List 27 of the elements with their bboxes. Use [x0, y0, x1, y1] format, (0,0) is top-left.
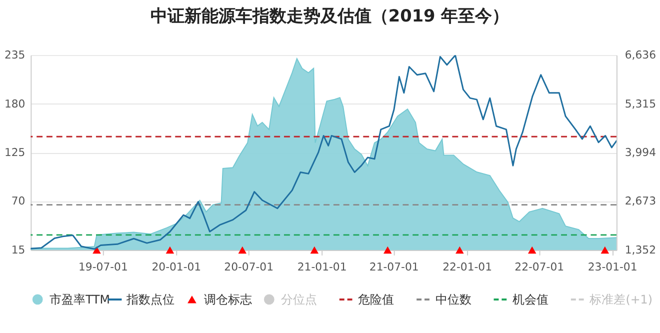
y2-tick-label: 2,673 — [624, 194, 656, 208]
y-tick-label: 180 — [4, 97, 26, 110]
legend-label: 市盈率TTM — [49, 292, 110, 306]
x-tick-label: 20-01-01 — [152, 260, 202, 274]
y-tick-label: 235 — [4, 48, 26, 62]
y-tick-label: 15 — [11, 243, 26, 256]
x-tick-label: 19-07-01 — [78, 260, 128, 274]
chart-title: 中证新能源车指数走势及估值（2019 年至今） — [150, 5, 510, 26]
x-tick-label: 23-01-01 — [588, 260, 638, 274]
legend-label: 标准差(+1) — [588, 292, 652, 306]
x-tick-label: 21-07-01 — [369, 260, 419, 274]
y-tick-label: 70 — [11, 194, 26, 208]
y2-tick-label: 6,636 — [624, 48, 656, 62]
legend-label: 指数点位 — [126, 292, 175, 306]
legend-label: 分位点 — [281, 292, 318, 306]
x-tick-label: 22-07-01 — [514, 260, 564, 274]
y-tick-label: 125 — [4, 146, 26, 159]
y2-tick-label: 3,994 — [624, 146, 656, 159]
legend-label: 中位数 — [435, 292, 472, 306]
legend-label: 危险值 — [358, 292, 394, 306]
x-tick-label: 22-01-01 — [442, 260, 492, 274]
y2-tick-label: 1,352 — [624, 243, 656, 256]
x-tick-label: 20-07-01 — [224, 260, 274, 274]
legend-label: 调仓标志 — [204, 292, 252, 306]
y2-tick-label: 5,315 — [624, 97, 656, 110]
x-tick-label: 21-01-01 — [297, 260, 347, 274]
legend-label: 机会值 — [512, 292, 549, 306]
